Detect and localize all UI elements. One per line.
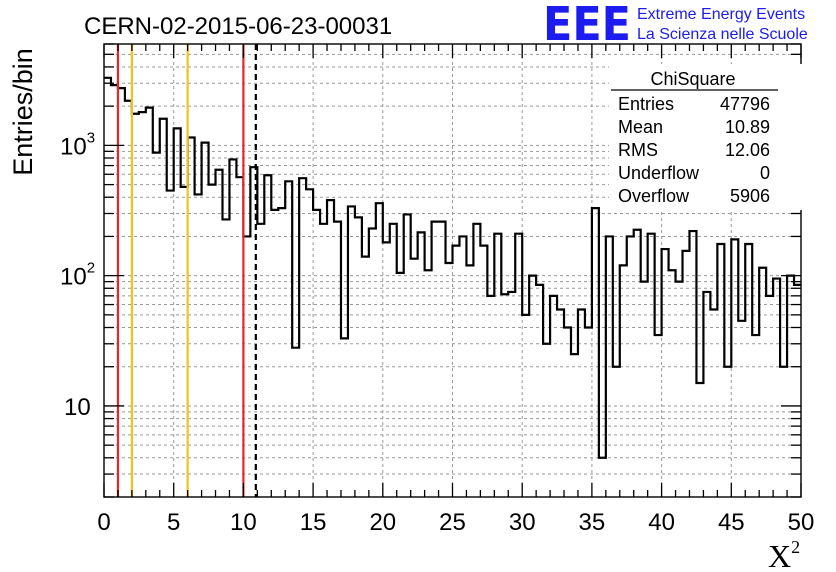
grid-lines [104, 43, 801, 498]
x-tick-label: 20 [369, 509, 396, 536]
x-tick-label: 40 [648, 509, 675, 536]
y-tick-label-base: 10 [60, 133, 87, 160]
histogram-outline [104, 76, 801, 459]
x-axis-label-symbol: X [768, 538, 791, 572]
eee-logo: EEE Extreme Energy Events La Scienza nel… [543, 0, 808, 51]
eee-logo-mark: EEE [543, 0, 631, 51]
chart-title: CERN-02-2015-06-23-00031 [84, 13, 392, 40]
x-axis-label-superscript: 2 [791, 537, 800, 557]
x-tick-label: 45 [718, 509, 745, 536]
x-tick-label: 5 [167, 509, 180, 536]
stats-row-label: Entries [618, 94, 674, 114]
stats-row-label: Mean [618, 117, 663, 137]
stats-row-label: RMS [618, 140, 658, 160]
x-tick-label: 35 [579, 509, 606, 536]
reference-lines [116, 44, 257, 497]
stats-row-value: 10.89 [725, 117, 770, 137]
stats-row-label: Overflow [618, 186, 690, 206]
stats-row-value: 5906 [730, 186, 770, 206]
eee-logo-line2: La Scienza nelle Scuole [637, 26, 808, 43]
y-tick-label-exponent: 3 [87, 129, 95, 146]
stats-row-value: 12.06 [725, 140, 770, 160]
y-axis-label: Entries/bin [8, 48, 38, 176]
x-axis-label: X2 [768, 537, 800, 572]
y-tick-label: 103 [60, 129, 95, 160]
y-tick-label-exponent: 2 [87, 260, 95, 277]
x-tick-label: 0 [97, 509, 110, 536]
x-tick-label: 30 [509, 509, 536, 536]
stats-row-value: 47796 [720, 94, 770, 114]
stats-box-background [609, 64, 805, 210]
x-tick-label: 10 [230, 509, 257, 536]
y-tick-label: 10 [64, 394, 91, 421]
y-tick-label-base: 10 [60, 264, 87, 291]
y-tick-label-base: 10 [64, 394, 91, 421]
stats-box-rows: Entries 47796 Mean 10.89 RMS 12.06 Underflow 0 O… [618, 94, 770, 206]
x-tick-label: 25 [439, 509, 466, 536]
x-tick-label: 15 [300, 509, 327, 536]
stats-box: ChiSquare Entries 47796 Mean 10.89 RMS 12.06 U… [609, 64, 805, 210]
stats-box-title: ChiSquare [650, 69, 735, 89]
eee-logo-line1: Extreme Energy Events [637, 6, 805, 23]
stats-row-value: 0 [760, 163, 770, 183]
stats-row-label: Underflow [618, 163, 700, 183]
x-tick-label: 50 [788, 509, 815, 536]
y-tick-label: 102 [60, 260, 95, 291]
x-tick-labels: 0 5 10 15 20 25 30 35 40 45 50 [97, 509, 814, 536]
